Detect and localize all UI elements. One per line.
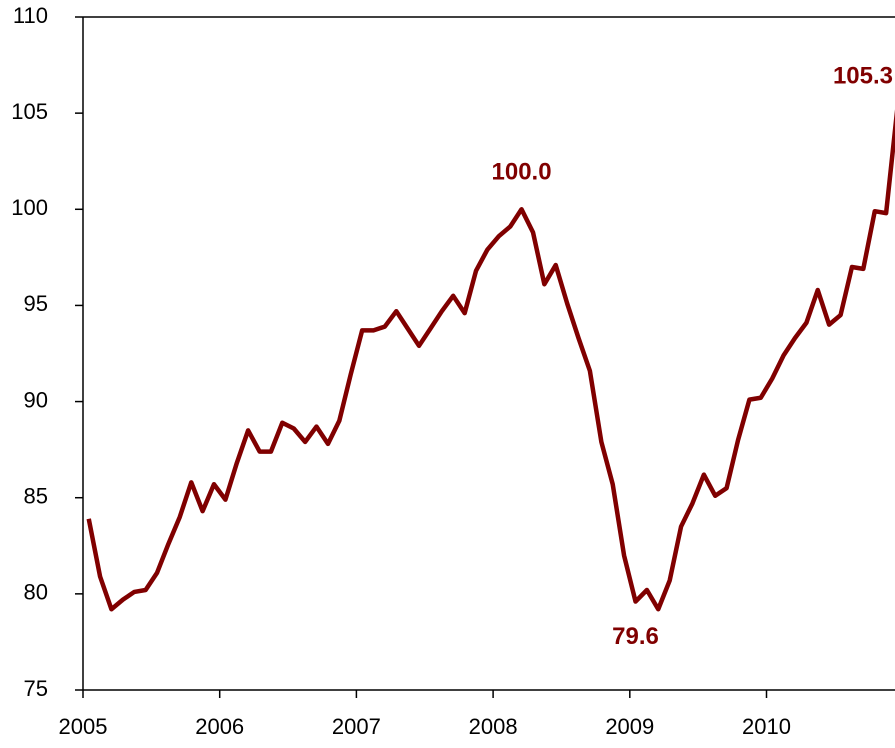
value-label: 79.6 [612,623,659,650]
x-tick-label: 2010 [742,714,791,739]
x-tick-label: 2008 [469,714,518,739]
y-tick-label: 85 [24,484,48,509]
y-tick-label: 105 [11,99,48,124]
value-label: 100.0 [492,159,552,186]
x-tick-label: 2005 [59,714,108,739]
y-tick-label: 100 [11,195,48,220]
data-line [86,109,895,612]
plot-area [86,109,895,612]
y-tick-label: 110 [13,3,48,28]
x-tick-label: 2006 [195,714,244,739]
value-label: 105.3 [833,63,893,90]
y-tick-label: 90 [24,387,48,412]
y-tick-label: 75 [24,676,48,701]
y-tick-label: 95 [24,291,48,316]
x-tick-label: 2007 [332,714,381,739]
x-tick-label: 2009 [605,714,654,739]
y-tick-label: 80 [24,580,48,605]
